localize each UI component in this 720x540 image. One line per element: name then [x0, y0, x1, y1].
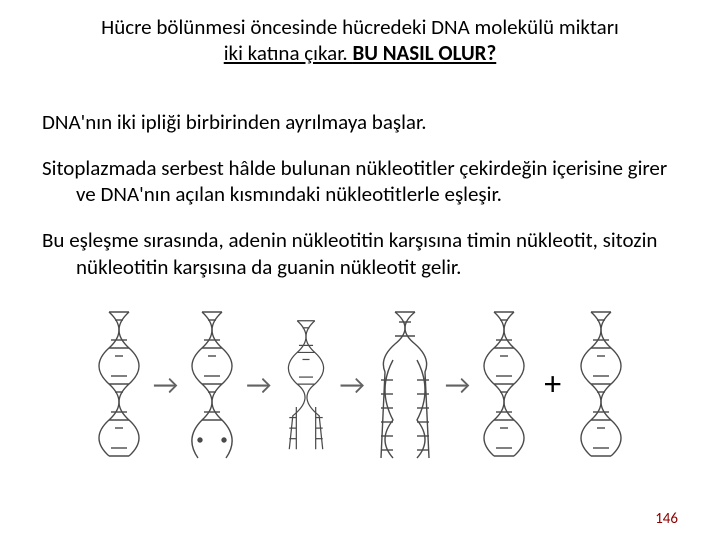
- dna-helix-stage-3: [284, 310, 328, 460]
- arrow-icon: →: [246, 371, 271, 399]
- body-text: DNA'nın iki ipliği birbirinden ayrılmaya…: [0, 109, 720, 280]
- arrow-icon: →: [445, 371, 470, 399]
- dna-replication-diagram: → →: [0, 300, 720, 470]
- page-number: 146: [655, 510, 678, 528]
- slide-title: Hücre bölünmesi öncesinde hücredeki DNA …: [0, 0, 720, 67]
- paragraph-1: DNA'nın iki ipliği birbirinden ayrılmaya…: [42, 109, 678, 135]
- paragraph-2: Sitoplazmada serbest hâlde bulunan nükle…: [42, 155, 678, 208]
- arrow-icon: →: [153, 371, 178, 399]
- arrow-icon: →: [340, 371, 365, 399]
- dna-helix-stage-1: [97, 310, 141, 460]
- title-line-2: iki katına çıkar. BU NASIL OLUR?: [52, 40, 668, 66]
- title-line-2-normal: iki katına çıkar.: [224, 40, 353, 66]
- paragraph-3: Bu eşleşme sırasında, adenin nükleotitin…: [42, 227, 678, 280]
- dna-helix-result-2: [579, 310, 623, 460]
- dna-helix-result-1: [482, 310, 526, 460]
- title-line-2-emphasis: BU NASIL OLUR?: [352, 40, 496, 66]
- title-line-1: Hücre bölünmesi öncesinde hücredeki DNA …: [52, 14, 668, 40]
- plus-sign: +: [538, 364, 567, 405]
- dna-helix-stage-4: [377, 310, 433, 460]
- dna-helix-stage-2: [190, 310, 234, 460]
